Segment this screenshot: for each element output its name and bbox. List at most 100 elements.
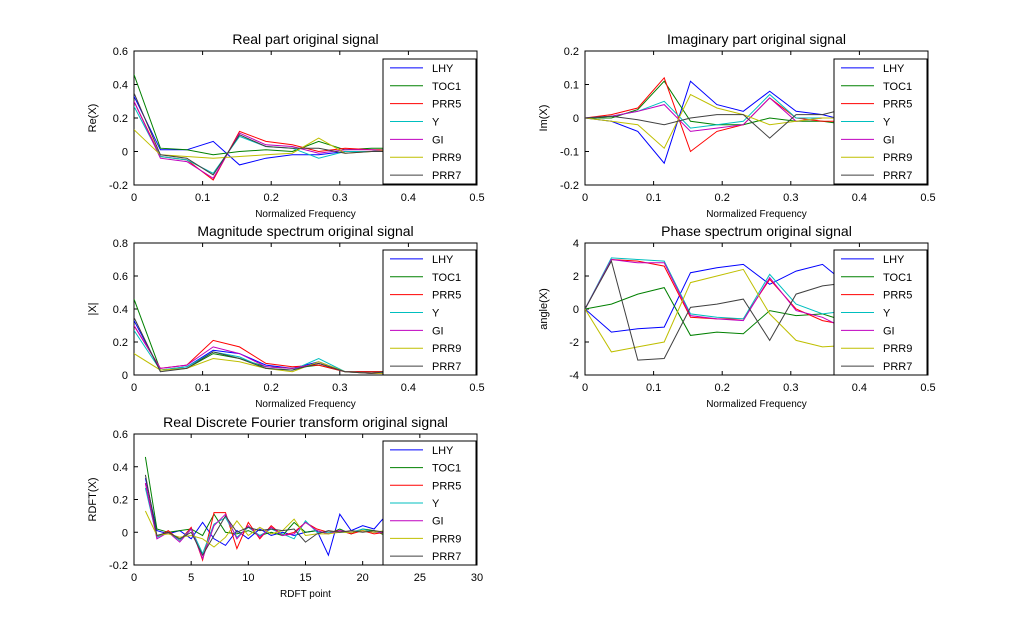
legend-label-lhy: LHY [432,445,454,457]
legend-label-toc1: TOC1 [432,272,461,284]
x-tick-label: 0.5 [469,382,484,394]
legend-label-toc1: TOC1 [432,81,461,93]
y-tick-label: -0.1 [560,147,579,159]
legend: LHY TOC1 PRR5 Y GI PRR9 PRR7 [382,440,477,566]
x-tick-label: 0.4 [401,382,416,394]
x-axis-label: Normalized Frequency [255,399,356,410]
x-tick-label: 0.1 [195,382,210,394]
series-line-prr9 [585,268,849,353]
x-tick-label: 0.2 [715,382,730,394]
x-tick-label: 0.3 [783,192,798,204]
legend-label-prr7: PRR7 [883,361,912,373]
legend-label-lhy: LHY [432,63,454,75]
subplot-3: 0 0.1 0.2 0.3 0.4 0.5 0 0.2 0.4 0.6 0.8 Magnitude s… [87,223,485,410]
x-tick-label: 0.4 [401,192,416,204]
series-line-toc1 [144,456,398,537]
x-tick-label: 10 [242,572,254,584]
legend-label-prr9: PRR9 [432,152,461,164]
chart-title: Real part original signal [232,31,378,47]
legend-label-y: Y [432,308,440,320]
legend-label-prr9: PRR9 [883,343,912,355]
y-tick-label: 0.6 [113,271,128,283]
series-group [585,76,849,165]
x-tick-label: 0.5 [920,192,935,204]
x-tick-label: 0.4 [852,382,867,394]
legend-label-toc1: TOC1 [883,272,912,284]
y-tick-label: 0 [573,304,579,316]
y-tick-label: 0.2 [113,337,128,349]
x-tick-label: 0.3 [332,192,347,204]
x-tick-label: 0.4 [852,192,867,204]
subplot-4: 0 0.1 0.2 0.3 0.4 0.5 -4 -2 0 2 4 Phase spectrum or… [538,223,936,410]
x-tick-label: 0.1 [646,192,661,204]
y-tick-label: 0.4 [113,80,128,92]
series-line-toc1 [134,74,398,156]
series-line-prr7 [585,107,849,139]
y-tick-label: -0.2 [109,560,128,572]
legend-label-prr7: PRR7 [883,170,912,182]
y-tick-label: 4 [573,238,579,250]
y-tick-label: 0 [122,370,128,382]
series-line-prr7 [585,259,849,361]
x-tick-label: 0.3 [783,382,798,394]
y-tick-label: -4 [569,370,579,382]
x-tick-label: 0.2 [264,192,279,204]
legend-label-prr9: PRR9 [432,533,461,545]
legend-label-gi: GI [883,325,895,337]
legend: LHY TOC1 PRR5 Y GI PRR9 PRR7 [833,58,928,185]
legend-label-y: Y [883,308,891,320]
y-tick-label: 0.2 [113,495,128,507]
legend: LHY TOC1 PRR5 Y GI PRR9 PRR7 [382,58,477,185]
x-tick-label: 20 [357,572,369,584]
chart-title: Real Discrete Fourier transform original… [163,414,448,430]
legend-label-lhy: LHY [883,254,905,266]
legend-label-y: Y [432,498,440,510]
y-tick-label: 0.2 [113,113,128,125]
y-tick-label: 0.8 [113,238,128,250]
legend-label-prr5: PRR5 [432,480,461,492]
series-group [585,257,850,361]
x-tick-label: 0.1 [646,382,661,394]
legend-label-gi: GI [432,516,444,528]
subplot-2: 0 0.1 0.2 0.3 0.4 0.5 -0.2 -0.1 0 0.1 0.2 Imaginary… [538,31,936,220]
y-tick-label: 0.2 [564,46,579,58]
x-tick-label: 0.5 [920,382,935,394]
chart-title: Magnitude spectrum original signal [197,223,413,239]
series-line-gi [585,258,850,331]
y-tick-label: -0.2 [109,180,128,192]
y-tick-label: 2 [573,271,579,283]
legend-label-prr5: PRR5 [883,290,912,302]
legend-label-prr9: PRR9 [432,343,461,355]
series-line-prr5 [585,76,849,153]
x-axis-label: RDFT point [280,589,331,600]
y-tick-label: 0.1 [564,80,579,92]
x-tick-label: 0 [582,192,588,204]
legend-label-lhy: LHY [432,254,454,266]
x-tick-label: 5 [188,572,194,584]
series-line-prr9 [585,93,849,150]
y-tick-label: 0 [573,113,579,125]
series-line-y [585,257,849,320]
legend-label-toc1: TOC1 [883,81,912,93]
legend: LHY TOC1 PRR5 Y GI PRR9 PRR7 [382,249,477,376]
legend: LHY TOC1 PRR5 Y GI PRR9 PRR7 [833,249,928,376]
series-line-prr7 [134,92,398,176]
series-group [134,298,398,374]
x-tick-label: 0 [131,382,137,394]
legend-label-prr7: PRR7 [432,551,461,563]
y-tick-label: 0.4 [113,462,128,474]
series-line-lhy [585,80,849,165]
x-tick-label: 30 [471,572,483,584]
x-tick-label: 0.3 [332,382,347,394]
legend-label-y: Y [883,117,891,129]
x-tick-label: 0 [131,192,137,204]
legend-label-gi: GI [432,134,444,146]
x-tick-label: 0 [582,382,588,394]
chart-title: Phase spectrum original signal [661,223,852,239]
x-tick-label: 25 [414,572,426,584]
y-tick-label: -2 [569,337,579,349]
x-axis-label: Normalized Frequency [706,399,807,410]
